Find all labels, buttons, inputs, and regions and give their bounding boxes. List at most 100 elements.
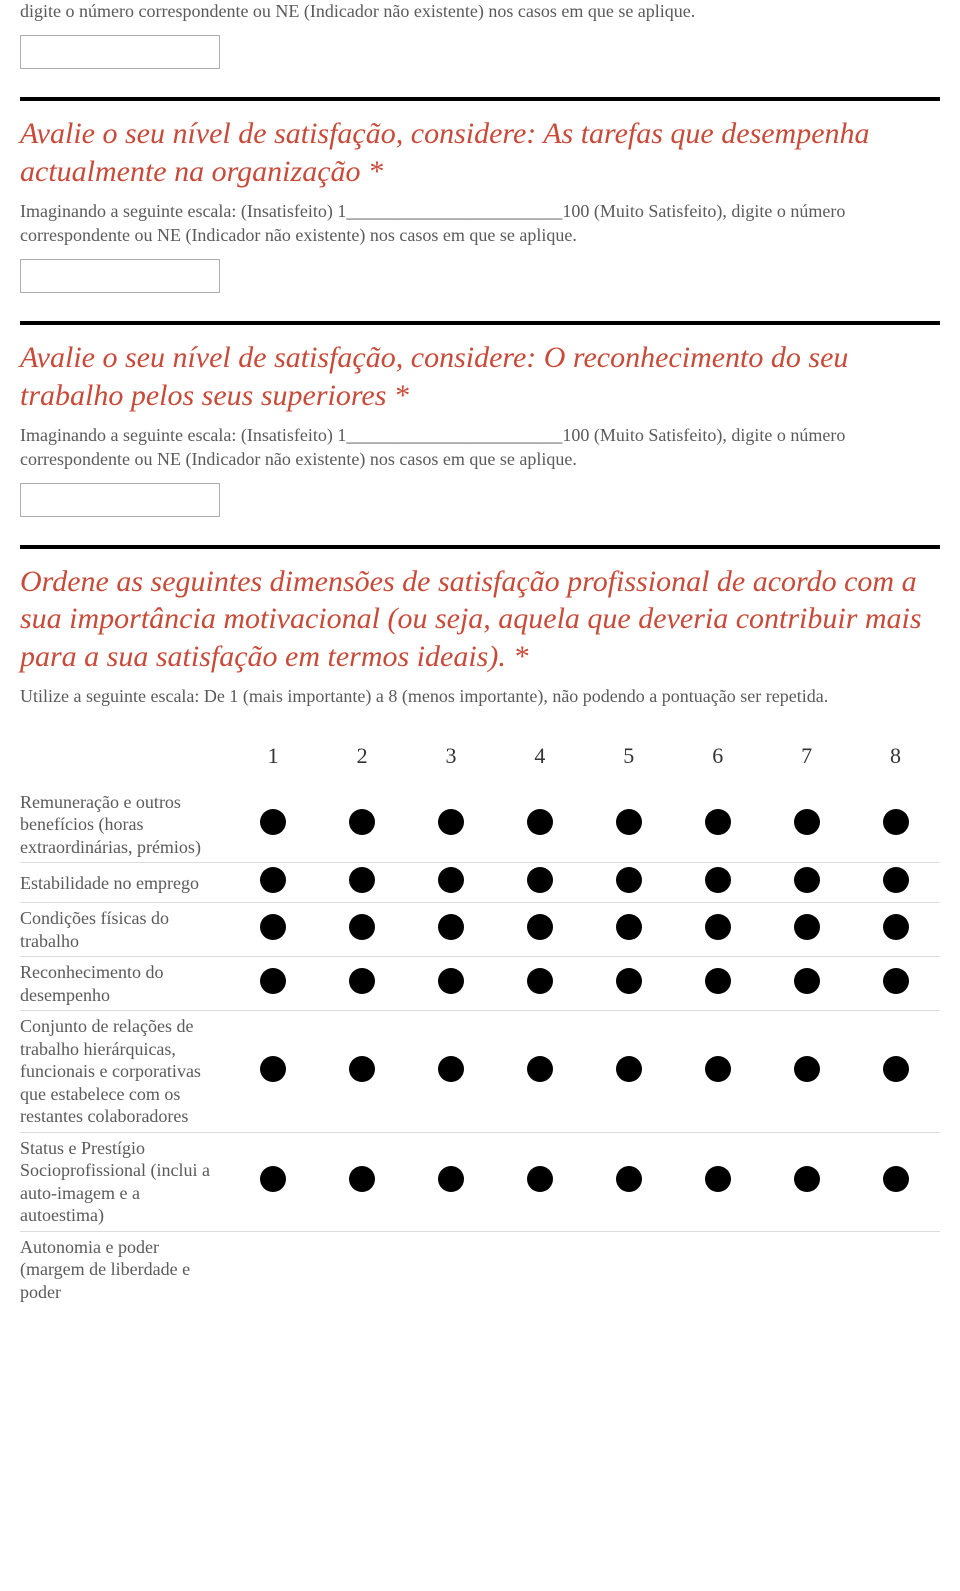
question-q2: Avalie o seu nível de satisfação, consid…: [20, 339, 940, 517]
radio-cell: [762, 957, 851, 1011]
radio-cell: [673, 1011, 762, 1133]
radio-option[interactable]: [794, 1056, 820, 1082]
radio-option[interactable]: [616, 1056, 642, 1082]
radio-option[interactable]: [616, 914, 642, 940]
radio-option[interactable]: [349, 867, 375, 893]
radio-cell: [407, 957, 496, 1011]
q2-helper: Imaginando a seguinte escala: (Insatisfe…: [20, 424, 940, 471]
radio-option[interactable]: [349, 1056, 375, 1082]
radio-option[interactable]: [260, 867, 286, 893]
radio-cell: [851, 787, 940, 863]
radio-cell: [851, 1132, 940, 1231]
radio-option[interactable]: [883, 809, 909, 835]
radio-option[interactable]: [438, 914, 464, 940]
radio-option[interactable]: [260, 968, 286, 994]
table-row: Autonomia e poder (margem de liberdade e…: [20, 1231, 940, 1307]
radio-option[interactable]: [527, 809, 553, 835]
radio-option[interactable]: [616, 809, 642, 835]
intro-input[interactable]: [20, 35, 220, 69]
radio-option[interactable]: [883, 867, 909, 893]
radio-cell: [318, 863, 407, 903]
radio-option[interactable]: [438, 1166, 464, 1192]
radio-option[interactable]: [705, 867, 731, 893]
radio-option[interactable]: [349, 1166, 375, 1192]
radio-option[interactable]: [349, 809, 375, 835]
ranking-col-5: 5: [584, 733, 673, 787]
row-label: Status e Prestígio Socioprofissional (in…: [20, 1132, 229, 1231]
radio-option[interactable]: [349, 914, 375, 940]
radio-cell: [495, 863, 584, 903]
radio-option[interactable]: [438, 867, 464, 893]
q2-input[interactable]: [20, 483, 220, 517]
radio-option[interactable]: [794, 914, 820, 940]
radio-option[interactable]: [794, 809, 820, 835]
radio-cell: [318, 957, 407, 1011]
radio-option[interactable]: [616, 968, 642, 994]
radio-option[interactable]: [705, 1056, 731, 1082]
table-row: Status e Prestígio Socioprofissional (in…: [20, 1132, 940, 1231]
q1-helper: Imaginando a seguinte escala: (Insatisfe…: [20, 200, 940, 247]
radio-option[interactable]: [438, 968, 464, 994]
radio-cell: [495, 787, 584, 863]
radio-option[interactable]: [883, 1166, 909, 1192]
radio-option[interactable]: [260, 809, 286, 835]
radio-option[interactable]: [705, 914, 731, 940]
ranking-header-empty: [20, 733, 229, 787]
ranking-col-4: 4: [495, 733, 584, 787]
radio-cell: [229, 787, 318, 863]
radio-cell: [229, 1011, 318, 1133]
radio-cell: [762, 1231, 851, 1307]
radio-cell: [584, 1132, 673, 1231]
radio-cell: [229, 863, 318, 903]
radio-option[interactable]: [616, 867, 642, 893]
ranking-table: 12345678 Remuneração e outros benefícios…: [20, 733, 940, 1308]
radio-cell: [673, 787, 762, 863]
radio-cell: [673, 903, 762, 957]
radio-cell: [318, 1011, 407, 1133]
radio-option[interactable]: [794, 968, 820, 994]
radio-option[interactable]: [616, 1166, 642, 1192]
radio-option[interactable]: [438, 809, 464, 835]
radio-cell: [851, 957, 940, 1011]
radio-option[interactable]: [705, 968, 731, 994]
row-label: Remuneração e outros benefícios (horas e…: [20, 787, 229, 863]
radio-option[interactable]: [527, 914, 553, 940]
radio-option[interactable]: [260, 1056, 286, 1082]
radio-cell: [318, 1132, 407, 1231]
question-q1: Avalie o seu nível de satisfação, consid…: [20, 115, 940, 293]
radio-option[interactable]: [527, 1166, 553, 1192]
radio-option[interactable]: [527, 867, 553, 893]
table-row: Remuneração e outros benefícios (horas e…: [20, 787, 940, 863]
q3-helper: Utilize a seguinte escala: De 1 (mais im…: [20, 685, 940, 708]
radio-cell: [673, 1132, 762, 1231]
radio-cell: [229, 1231, 318, 1307]
radio-cell: [762, 863, 851, 903]
radio-cell: [851, 1231, 940, 1307]
radio-cell: [495, 957, 584, 1011]
radio-option[interactable]: [349, 968, 375, 994]
radio-option[interactable]: [794, 867, 820, 893]
divider-q1: [20, 97, 940, 101]
q1-input[interactable]: [20, 259, 220, 293]
row-label: Estabilidade no emprego: [20, 863, 229, 903]
radio-option[interactable]: [260, 1166, 286, 1192]
radio-option[interactable]: [883, 1056, 909, 1082]
radio-option[interactable]: [883, 968, 909, 994]
radio-cell: [407, 903, 496, 957]
ranking-col-7: 7: [762, 733, 851, 787]
ranking-tbody: Remuneração e outros benefícios (horas e…: [20, 787, 940, 1308]
radio-option[interactable]: [705, 809, 731, 835]
radio-cell: [584, 1231, 673, 1307]
radio-option[interactable]: [794, 1166, 820, 1192]
radio-option[interactable]: [260, 914, 286, 940]
row-label: Autonomia e poder (margem de liberdade e…: [20, 1231, 229, 1307]
radio-cell: [673, 957, 762, 1011]
radio-option[interactable]: [883, 914, 909, 940]
radio-option[interactable]: [527, 1056, 553, 1082]
radio-cell: [851, 863, 940, 903]
radio-option[interactable]: [527, 968, 553, 994]
q2-title: Avalie o seu nível de satisfação, consid…: [20, 339, 940, 414]
radio-option[interactable]: [438, 1056, 464, 1082]
radio-option[interactable]: [705, 1166, 731, 1192]
radio-cell: [584, 957, 673, 1011]
